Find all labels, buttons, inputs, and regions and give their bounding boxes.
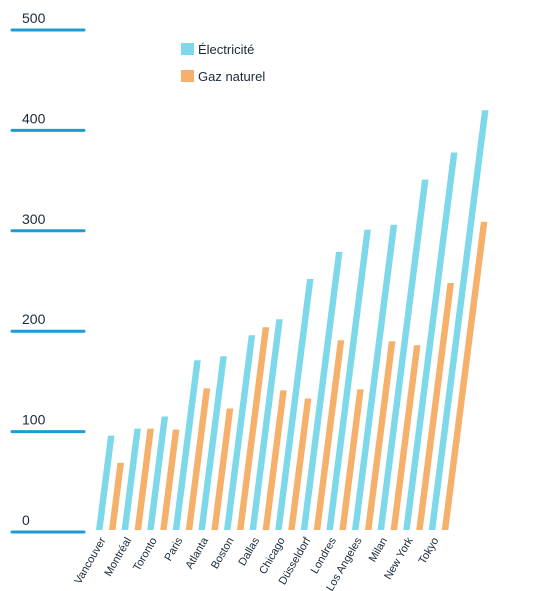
bar-electricite-2 xyxy=(147,416,169,530)
bar-gaz-8 xyxy=(313,340,345,530)
bar-gaz-3 xyxy=(185,388,211,530)
bar-electricite-9 xyxy=(326,229,371,531)
bar-gaz-6 xyxy=(262,390,287,530)
category-label: Dallas xyxy=(237,535,263,568)
bar-electricite-10 xyxy=(352,224,398,531)
y-axis: 0 100 200 300 400 500 xyxy=(10,10,86,534)
bar-electricite-8 xyxy=(300,251,343,530)
category-label: Boston xyxy=(209,536,237,572)
bar-gaz-10 xyxy=(365,341,396,530)
bar-gaz-7 xyxy=(288,398,312,530)
bar-gaz-0 xyxy=(109,462,124,530)
category-label: Tokyo xyxy=(417,536,442,567)
category-label: Milan xyxy=(367,536,391,565)
y-tick-label: 300 xyxy=(22,211,46,227)
bar-gaz-2 xyxy=(160,429,180,530)
y-tick-label: 400 xyxy=(22,110,46,126)
bar-gaz-5 xyxy=(237,327,270,530)
bar-gaz-12 xyxy=(416,283,454,530)
bar-electricite-12 xyxy=(403,152,458,530)
category-label: Atlanta xyxy=(183,535,211,571)
bar-electricite-4 xyxy=(198,356,227,530)
legend-swatch xyxy=(181,70,194,82)
bar-electricite-0 xyxy=(96,435,115,530)
legend-label: Électricité xyxy=(198,42,254,57)
category-label: Toronto xyxy=(131,536,160,574)
legend-swatch xyxy=(181,43,194,55)
legend-label: Gaz naturel xyxy=(198,69,265,84)
bar-electricite-3 xyxy=(172,360,201,530)
bar-electricite-5 xyxy=(224,335,256,530)
category-label: Paris xyxy=(162,535,185,563)
category-label: Vancouver xyxy=(72,535,108,586)
y-tick-label: 100 xyxy=(22,412,46,428)
legend: Électricité Gaz naturel xyxy=(181,42,265,84)
bar-gaz-4 xyxy=(211,408,234,530)
bar-gaz-1 xyxy=(134,428,154,530)
bar-electricite-13 xyxy=(428,110,489,531)
bar-electricite-7 xyxy=(275,279,314,530)
y-tick-label: 200 xyxy=(22,311,46,327)
bar-gaz-13 xyxy=(441,221,488,531)
bars xyxy=(96,110,489,531)
bar-electricite-1 xyxy=(121,428,141,530)
bar-gaz-11 xyxy=(390,345,421,530)
y-tick-label: 0 xyxy=(22,512,30,528)
y-tick-label: 500 xyxy=(22,10,46,26)
bar-electricite-11 xyxy=(377,179,429,530)
bar-electricite-6 xyxy=(249,319,283,530)
bar-gaz-9 xyxy=(339,389,364,530)
